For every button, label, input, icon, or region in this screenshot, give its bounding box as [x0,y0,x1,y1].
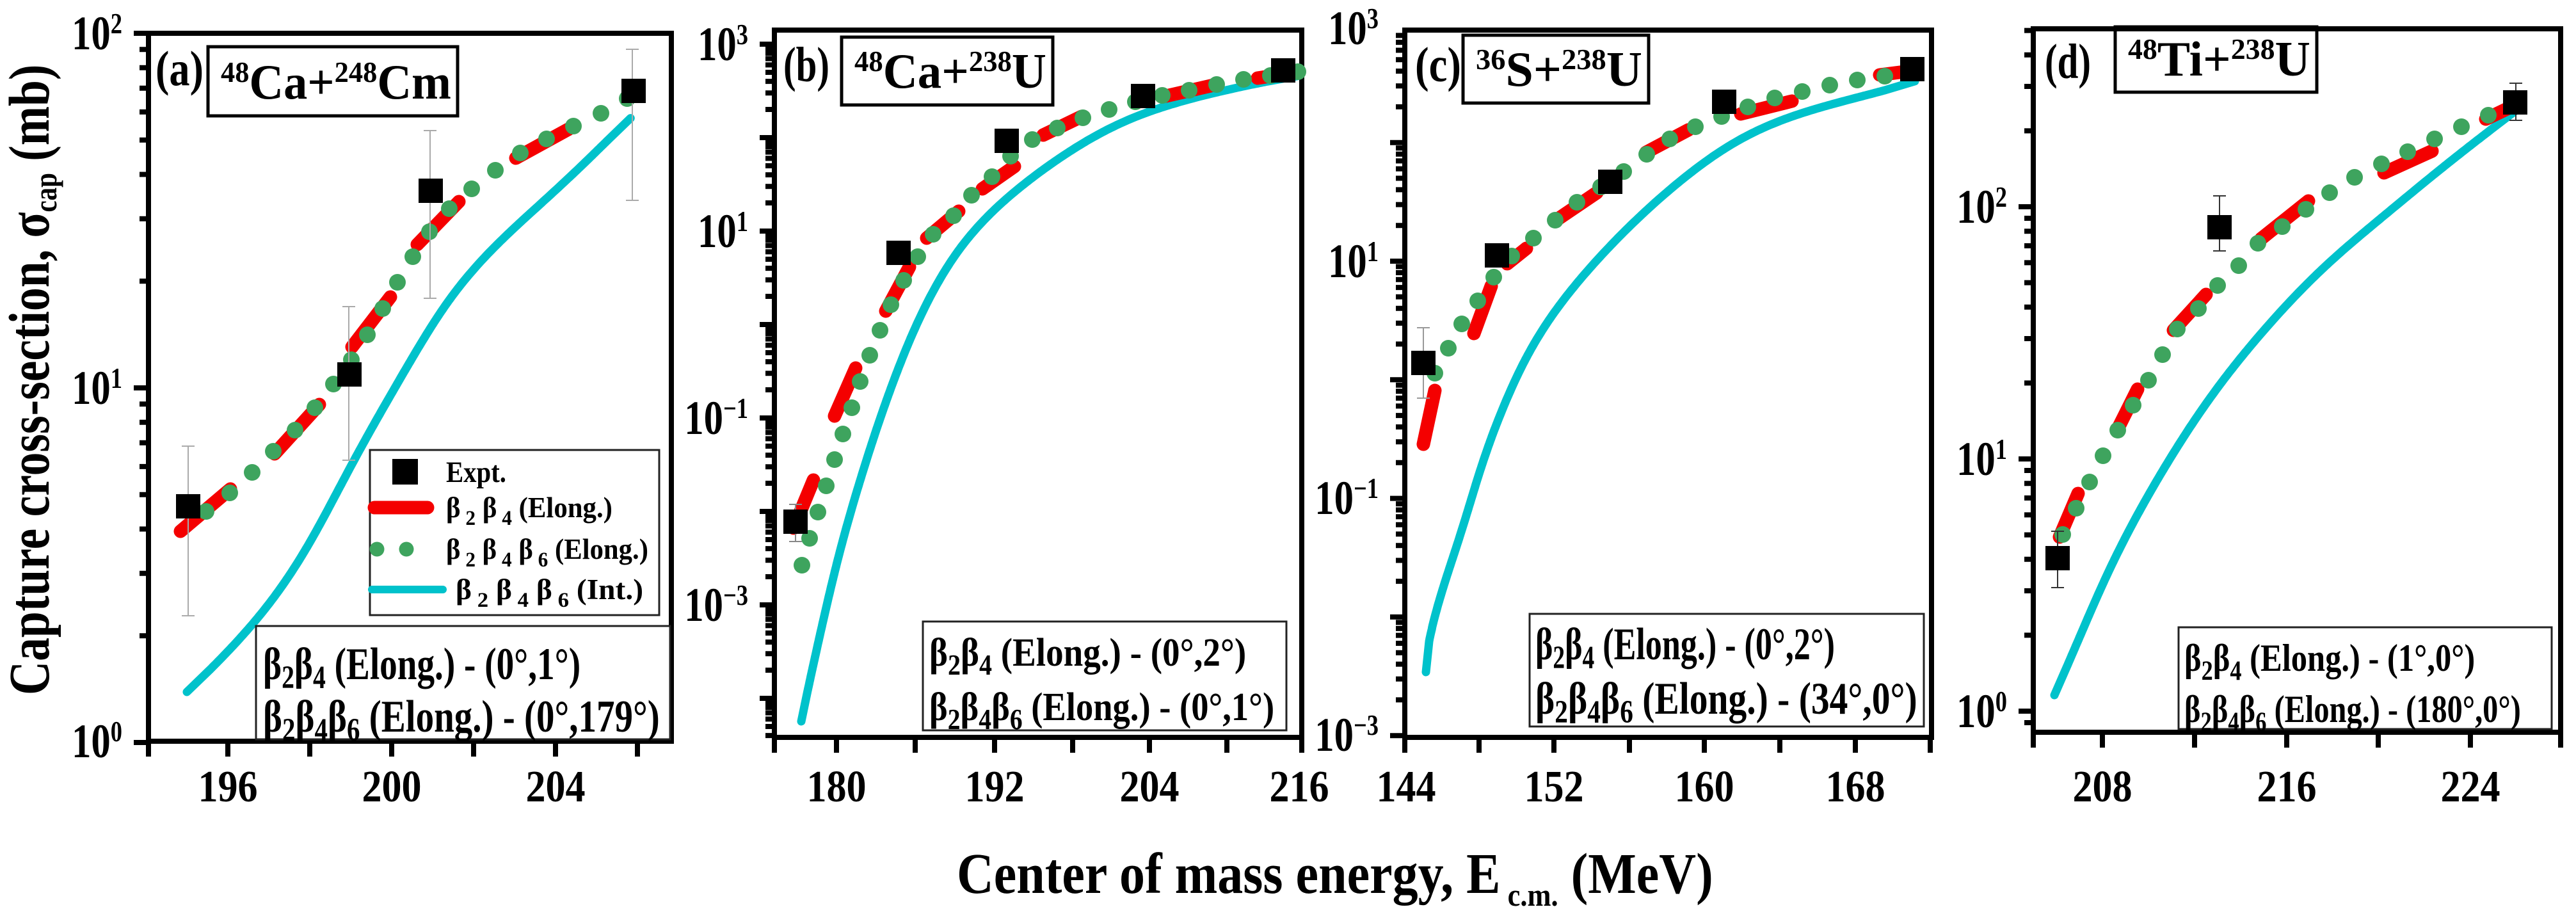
svg-text:β2β4β6 (Elong.) - (34°,0°): β2β4β6 (Elong.) - (34°,0°) [1535,673,1917,730]
svg-text:200: 200 [362,762,421,812]
svg-text:180: 180 [806,762,866,812]
svg-text:196: 196 [198,762,257,812]
svg-text:β2β4 (Elong.) - (1°,0°): β2β4 (Elong.) - (1°,0°) [2184,638,2475,686]
svg-text:Capture cross-section, σcap (: Capture cross-section, σcap (mb) [0,65,63,695]
svg-text:204: 204 [1119,762,1179,812]
svg-text:208: 208 [2072,762,2132,812]
svg-text:152: 152 [1524,762,1583,812]
svg-text:β2β4 (Elong.) - (0°,2°): β2β4 (Elong.) - (0°,2°) [929,630,1246,682]
svg-text:204: 204 [525,762,585,812]
svg-text:β2β4 (Elong.) - (0°,1°): β2β4 (Elong.) - (0°,1°) [263,638,580,695]
svg-text:103: 103 [698,17,748,71]
svg-text:48Ca+238U: 48Ca+238U [854,44,1046,99]
svg-text:Center of mass energy, E c.m.: Center of mass energy, E c.m. (MeV) [957,842,1713,907]
svg-text:216: 216 [1269,762,1329,812]
svg-text:Expt.: Expt. [446,455,506,488]
svg-text:(c): (c) [1415,38,1461,92]
svg-text:(d): (d) [2045,34,2091,88]
svg-text:10−1: 10−1 [684,391,748,445]
svg-text:144: 144 [1376,762,1436,812]
svg-text:48Ti+238U: 48Ti+238U [2128,31,2310,86]
svg-text:168: 168 [1825,762,1885,812]
svg-text:β 2 β 4 (Elong.): β 2 β 4 (Elong.) [446,492,612,529]
svg-text:102: 102 [72,6,122,60]
svg-text:(a): (a) [156,42,204,97]
svg-text:216: 216 [2257,762,2316,812]
svg-text:β2β4β6 (Elong.) - (180°,0°): β2β4β6 (Elong.) - (180°,0°) [2184,687,2521,737]
svg-text:224: 224 [2440,762,2500,812]
svg-text:β2β4 (Elong.) - (0°,2°): β2β4 (Elong.) - (0°,2°) [1535,620,1835,675]
svg-text:160: 160 [1674,762,1734,812]
svg-text:(b): (b) [783,37,829,92]
svg-text:192: 192 [964,762,1024,812]
svg-text:β2β4β6 (Elong.) - (0°,179°): β2β4β6 (Elong.) - (0°,179°) [263,691,660,748]
